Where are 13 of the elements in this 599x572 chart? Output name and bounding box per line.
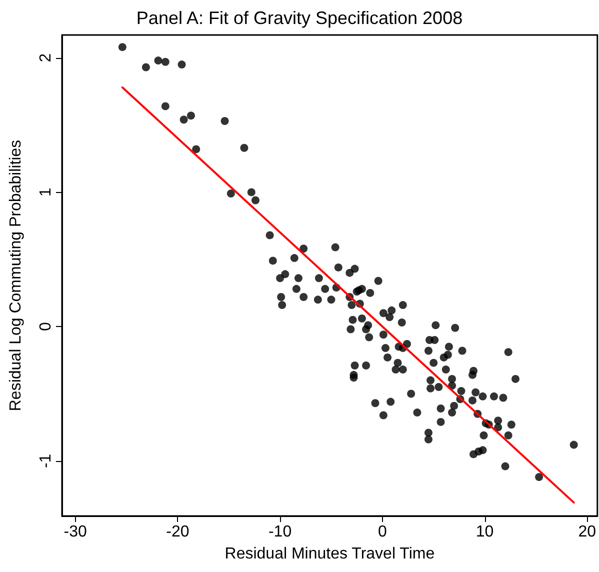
x-tick-label: -10 [268,524,292,540]
x-tick-label: -30 [64,524,87,540]
x-tick-label: 10 [476,524,494,540]
y-tick-label: 2 [38,53,54,62]
y-tick-label: 1 [38,188,54,197]
x-tick-label: 20 [578,524,596,540]
chart-title: Panel A: Fit of Gravity Specification 2008 [136,8,463,28]
x-axis-title: Residual Minutes Travel Time [224,546,435,562]
x-tick-label: -20 [166,524,190,540]
y-tick-label: 0 [38,322,54,332]
y-axis-title: Residual Log Commuting Probabilities [8,140,24,412]
y-tick-label: -1 [38,454,54,468]
x-tick-label: 0 [378,524,387,540]
